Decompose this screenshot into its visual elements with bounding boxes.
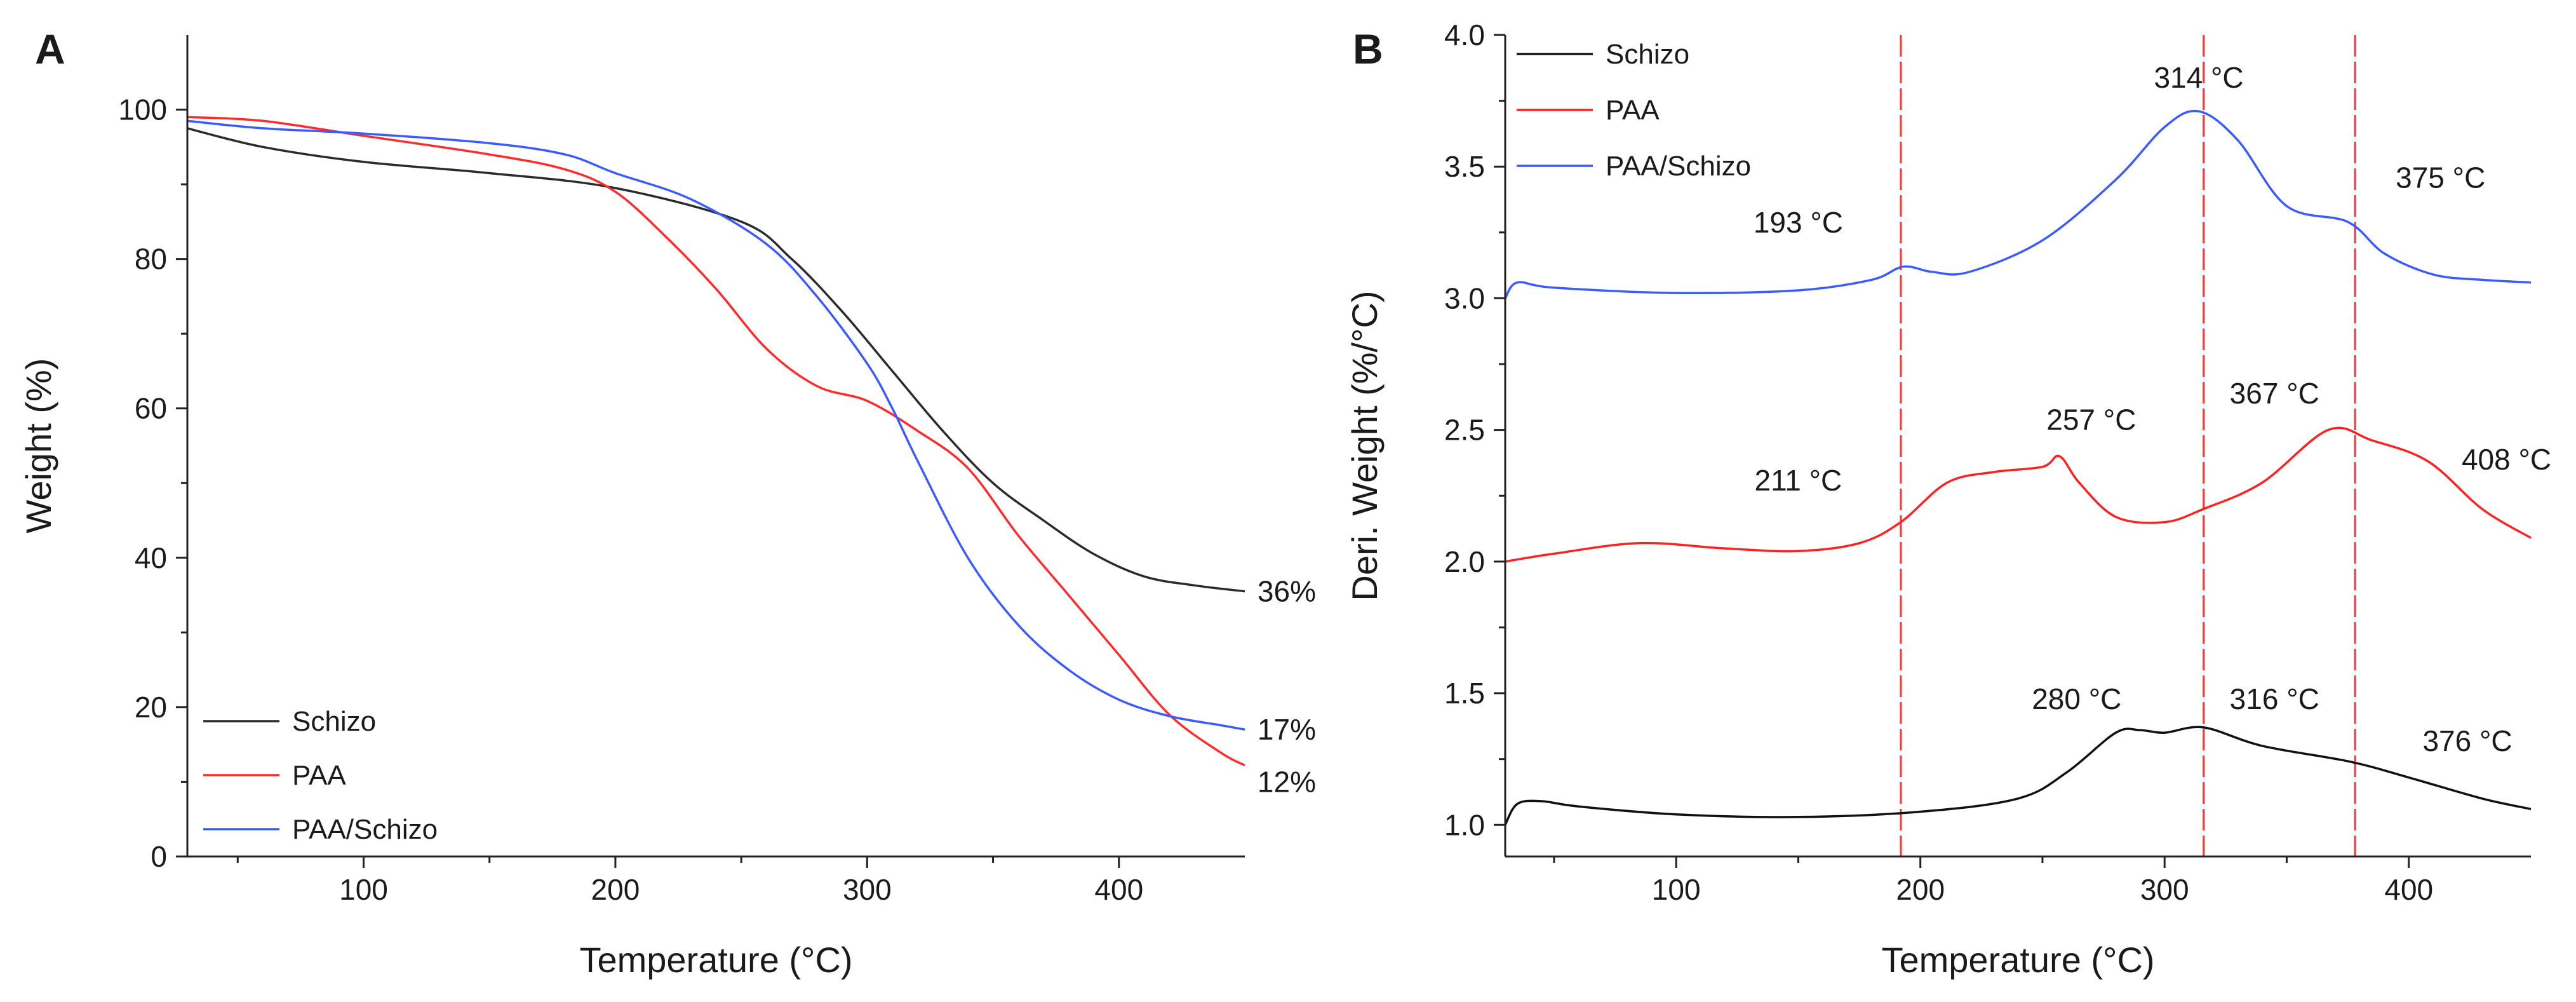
x-axis-title: Temperature (°C) <box>579 940 852 980</box>
x-tick-label: 100 <box>339 873 388 906</box>
panel-label: B <box>1353 25 1383 72</box>
data-annotation: 17% <box>1258 713 1316 746</box>
series-line-paa-schizo <box>1504 109 2532 299</box>
y-tick-label: 2.0 <box>1444 545 1485 578</box>
x-tick-label: 200 <box>1896 873 1945 906</box>
y-tick-label: 100 <box>118 93 167 126</box>
data-annotation: 367 °C <box>2230 377 2319 410</box>
legend-label: PAA <box>1606 95 1660 126</box>
x-tick-label: 300 <box>843 873 892 906</box>
y-axis-title: Deri. Weight (%/°C) <box>1345 290 1385 600</box>
data-annotation: 257 °C <box>2046 403 2136 437</box>
data-annotation: 12% <box>1258 765 1316 798</box>
y-tick-label: 80 <box>135 243 167 276</box>
y-tick-label: 3.5 <box>1444 150 1485 183</box>
x-tick-label: 400 <box>1094 873 1143 906</box>
panel-b-derivative-chart: B 100 200 300 400 1.0 1.5 2.0 2.5 3.0 3.5 4.0 Temper… <box>1345 18 2551 980</box>
y-tick-label: 60 <box>135 392 167 425</box>
y-tick-label: 4.0 <box>1444 18 1485 51</box>
legend-label: Schizo <box>292 706 376 737</box>
y-tick-label: 0 <box>151 840 167 873</box>
x-tick-label: 300 <box>2140 873 2189 906</box>
y-tick-label: 20 <box>135 691 167 724</box>
x-tick-label: 200 <box>591 873 640 906</box>
series-line-paa-schizo <box>187 119 1245 731</box>
y-tick-label: 40 <box>135 541 167 574</box>
data-annotation: 36% <box>1258 575 1316 608</box>
x-axis-title: Temperature (°C) <box>1881 940 2154 980</box>
y-tick-label: 3.0 <box>1444 281 1485 315</box>
legend-label: PAA/Schizo <box>292 814 438 845</box>
y-axis-title: Weight (%) <box>18 358 58 534</box>
data-annotation: 314 °C <box>2154 61 2243 94</box>
y-tick-label: 1.0 <box>1444 808 1485 841</box>
y-tick-label: 1.5 <box>1444 677 1485 710</box>
data-annotation: 211 °C <box>1755 464 1842 497</box>
series-line-paa <box>187 116 1245 767</box>
data-annotation: 316 °C <box>2230 682 2319 715</box>
series-line-schizo <box>187 127 1245 593</box>
panel-label: A <box>35 25 65 72</box>
y-tick-label: 2.5 <box>1444 414 1485 447</box>
legend-label: PAA/Schizo <box>1606 151 1751 182</box>
x-tick-label: 400 <box>2384 873 2433 906</box>
legend-label: PAA <box>292 760 346 791</box>
data-annotation: 375 °C <box>2396 161 2485 194</box>
data-annotation: 408 °C <box>2462 443 2551 476</box>
x-tick-label: 100 <box>1652 873 1701 906</box>
series-line-schizo <box>1504 726 2532 826</box>
panel-a-weight-chart: A 100 200 300 400 0 20 40 60 80 100 Temperature (°C… <box>18 25 1316 980</box>
legend-label: Schizo <box>1606 39 1689 70</box>
data-annotation: 376 °C <box>2422 724 2512 757</box>
data-annotation: 280 °C <box>2032 682 2121 715</box>
series-line-paa <box>1505 426 2532 563</box>
data-annotation: 193 °C <box>1754 206 1843 239</box>
